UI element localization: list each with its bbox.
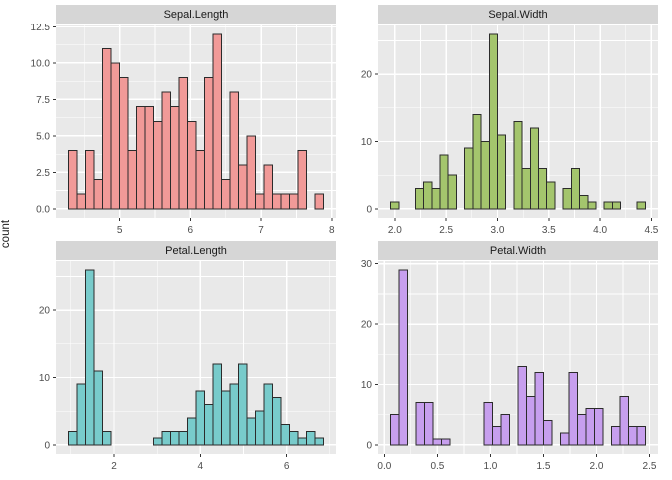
histogram-bars-petal-width — [390, 269, 646, 446]
x-tick-label: 0.5 — [430, 461, 444, 472]
x-tick-label: 1.5 — [537, 461, 551, 472]
facet-strip: Sepal.Width — [378, 5, 658, 24]
histogram-bars-sepal-width — [390, 33, 646, 210]
x-axis: 5 6 7 8 — [117, 218, 335, 236]
facet-strip-label: Sepal.Width — [488, 8, 548, 21]
x-tick-label: 2.5 — [439, 225, 453, 236]
histogram-bars-sepal-length — [68, 33, 324, 210]
facet-sepal-length: Sepal.Length 5 6 7 8 0.0 2.5 5.0 7.5 10.0 12.5 — [22, 5, 344, 241]
facet-plot-sepal-width: 2.0 2.5 3.0 3.5 4.0 4.5 0 10 20 — [361, 25, 659, 236]
facet-strip-label: Sepal.Length — [163, 8, 229, 21]
y-tick-label: 12.5 — [31, 24, 51, 33]
x-tick-label: 6 — [284, 461, 290, 472]
facet-plot-petal-length: 2 4 6 0 10 20 — [39, 261, 336, 472]
facet-petal-length: Petal.Length 2 4 6 0 10 20 — [22, 241, 344, 477]
x-tick-label: 0.0 — [377, 461, 391, 472]
y-tick-label: 20 — [39, 306, 51, 317]
x-tick-label: 4.0 — [593, 225, 607, 236]
histogram-bars-petal-length — [68, 269, 324, 446]
facet-strip: Petal.Width — [378, 241, 658, 260]
y-axis: 0 10 20 30 — [361, 260, 378, 451]
y-tick-label: 2.5 — [36, 168, 50, 179]
x-axis: 2.0 2.5 3.0 3.5 4.0 4.5 — [388, 218, 659, 236]
x-tick-label: 2 — [111, 461, 117, 472]
y-axis: 0 10 20 — [361, 70, 378, 215]
y-tick-label: 10 — [361, 137, 373, 148]
facet-strip: Sepal.Length — [56, 5, 336, 24]
facet-plot-petal-width: 0.0 0.5 1.0 1.5 2.0 2.5 0 10 20 30 — [361, 260, 658, 472]
y-tick-label: 10 — [39, 373, 51, 384]
x-tick-label: 5 — [117, 225, 123, 236]
y-tick-label: 0 — [366, 440, 372, 451]
y-tick-label: 0 — [44, 440, 50, 451]
facet-strip: Petal.Length — [56, 241, 336, 260]
x-tick-label: 1.0 — [483, 461, 497, 472]
x-tick-label: 2.0 — [590, 461, 604, 472]
y-axis: 0 10 20 — [39, 306, 56, 451]
y-axis-title: count — [0, 219, 12, 249]
x-tick-label: 7 — [258, 225, 264, 236]
x-tick-label: 8 — [329, 225, 335, 236]
y-tick-label: 0 — [366, 204, 372, 215]
x-axis: 2 4 6 — [111, 454, 290, 472]
facet-strip-label: Petal.Width — [489, 244, 547, 257]
facet-petal-width: Petal.Width 0.0 0.5 1.0 1.5 2.0 2.5 0 10 20 30 — [344, 241, 666, 477]
y-tick-label: 30 — [361, 260, 373, 270]
y-axis: 0.0 2.5 5.0 7.5 10.0 12.5 — [31, 24, 56, 215]
x-tick-label: 3.5 — [542, 225, 556, 236]
y-tick-label: 20 — [361, 320, 373, 331]
y-tick-label: 7.5 — [36, 95, 50, 106]
x-tick-label: 2.5 — [643, 461, 657, 472]
x-tick-label: 4 — [198, 461, 204, 472]
y-tick-label: 10.0 — [31, 58, 51, 69]
x-tick-label: 3.0 — [491, 225, 505, 236]
y-tick-label: 0.0 — [36, 204, 50, 215]
x-tick-label: 2.0 — [388, 225, 402, 236]
facet-strip-label: Petal.Length — [165, 244, 227, 257]
y-tick-label: 20 — [361, 70, 373, 81]
y-tick-label: 5.0 — [36, 131, 50, 142]
facet-sepal-width: Sepal.Width 2.0 2.5 3.0 3.5 4.0 4.5 0 10 20 — [344, 5, 666, 241]
y-tick-label: 10 — [361, 380, 373, 391]
x-axis: 0.0 0.5 1.0 1.5 2.0 2.5 — [377, 454, 657, 472]
facet-plot-sepal-length: 5 6 7 8 0.0 2.5 5.0 7.5 10.0 12.5 — [31, 24, 336, 236]
facet-grid: Sepal.Length 5 6 7 8 0.0 2.5 5.0 7.5 10.0 12.5 Sepa… — [22, 5, 666, 477]
x-tick-label: 4.5 — [644, 225, 658, 236]
x-tick-label: 6 — [188, 225, 194, 236]
